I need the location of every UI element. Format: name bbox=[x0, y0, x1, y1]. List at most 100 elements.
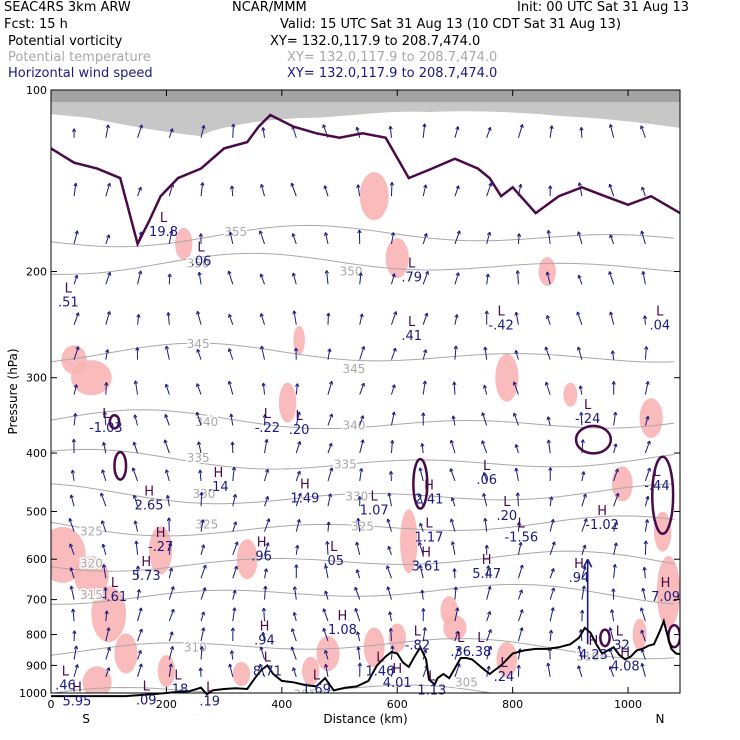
wind-vector-head bbox=[355, 569, 360, 574]
x-tick-label: 200 bbox=[156, 698, 177, 711]
wind-vector bbox=[515, 467, 519, 482]
wind-vector-head bbox=[292, 667, 297, 672]
wind-vector-head bbox=[232, 607, 237, 612]
wind-vector-head bbox=[261, 631, 266, 636]
wind-vector-head bbox=[391, 411, 396, 416]
wind-vector bbox=[327, 348, 331, 360]
wind-vector bbox=[419, 564, 424, 579]
wind-vector bbox=[451, 541, 456, 555]
wind-vector bbox=[198, 272, 202, 285]
wind-vector-head bbox=[546, 416, 551, 421]
theta-contour-line bbox=[51, 224, 675, 248]
wind-vector bbox=[421, 443, 424, 454]
wind-vector-head bbox=[295, 544, 300, 549]
wind-vector bbox=[327, 443, 333, 454]
plot-frame bbox=[50, 89, 681, 694]
wind-vector-head bbox=[169, 631, 174, 636]
wind-vector bbox=[581, 585, 585, 600]
wind-vector bbox=[390, 440, 393, 454]
shading-cell bbox=[639, 398, 663, 439]
wind-vector bbox=[356, 126, 361, 138]
wind-vector bbox=[545, 346, 551, 360]
wind-vector bbox=[644, 346, 647, 360]
wind-vector bbox=[578, 182, 583, 197]
legend-xy-theta: XY= 132.0,117.9 to 208.7,474.0 bbox=[287, 50, 498, 65]
theta-contour-label: 305 bbox=[293, 687, 316, 701]
wind-vector bbox=[105, 124, 109, 138]
wind-vector bbox=[486, 127, 491, 138]
wind-vector-head bbox=[360, 439, 365, 444]
shading-cell bbox=[73, 556, 109, 597]
wind-vector bbox=[167, 312, 170, 325]
wind-vector-head bbox=[488, 182, 493, 187]
wind-vector bbox=[229, 663, 234, 677]
wind-vector bbox=[454, 663, 461, 677]
wind-vector-head bbox=[388, 627, 394, 632]
wind-vector bbox=[486, 611, 491, 622]
wind-vector-head bbox=[202, 564, 207, 569]
wind-vector bbox=[454, 126, 459, 138]
wind-vector-head bbox=[230, 627, 235, 632]
wind-vector bbox=[483, 472, 488, 482]
wind-vector-head bbox=[391, 273, 396, 278]
wind-vector-head bbox=[234, 541, 239, 546]
wind-vector bbox=[419, 522, 424, 532]
wind-vector bbox=[264, 542, 269, 555]
wind-vector-head bbox=[583, 518, 588, 523]
wind-vector-head bbox=[136, 588, 141, 593]
wind-vector bbox=[232, 467, 235, 482]
wind-vector bbox=[102, 543, 107, 555]
wind-vector-head bbox=[166, 312, 171, 316]
wind-vector-head bbox=[326, 312, 331, 317]
wind-vector bbox=[137, 650, 142, 660]
theta-contour-line bbox=[51, 252, 675, 275]
wind-vector bbox=[547, 230, 551, 244]
wind-vector-head bbox=[231, 466, 237, 471]
wind-vector-head bbox=[640, 629, 645, 634]
wind-vector bbox=[72, 608, 75, 622]
wind-vector bbox=[613, 411, 617, 426]
wind-vector bbox=[137, 314, 140, 325]
wind-vector-head bbox=[166, 517, 172, 522]
wind-vector-head bbox=[548, 629, 554, 634]
wind-vector-head bbox=[195, 411, 200, 416]
init-time: Init: 00 UTC Sat 31 Aug 13 bbox=[517, 0, 690, 15]
wind-vector-head bbox=[417, 541, 422, 546]
wind-vector bbox=[612, 350, 615, 360]
wind-vector bbox=[517, 492, 519, 507]
wind-vector-head bbox=[423, 649, 428, 654]
wind-vector bbox=[293, 310, 297, 325]
wind-vector-head bbox=[258, 663, 263, 668]
wind-vector-head bbox=[103, 587, 108, 591]
wind-vector bbox=[422, 184, 427, 197]
wind-vector-head bbox=[423, 233, 428, 237]
wind-vector bbox=[577, 665, 583, 677]
wind-vector-head bbox=[296, 470, 301, 475]
theta-contour-label: 310 bbox=[576, 650, 599, 664]
extremum-value: 1.46 bbox=[365, 664, 394, 679]
wind-vector-head bbox=[227, 380, 232, 385]
wind-vector bbox=[640, 125, 646, 138]
wind-vector bbox=[545, 381, 551, 395]
wind-vector-head bbox=[481, 440, 486, 445]
wind-vector bbox=[609, 183, 615, 197]
wind-vector bbox=[389, 611, 392, 622]
wind-vector bbox=[357, 184, 361, 197]
wind-vector bbox=[260, 345, 266, 360]
wind-vector-head bbox=[261, 127, 266, 131]
wind-vector-head bbox=[138, 628, 143, 633]
wind-vector-head bbox=[576, 346, 581, 351]
theta-contour-label: 350 bbox=[340, 265, 363, 279]
wind-vector-head bbox=[170, 608, 175, 613]
wind-vector bbox=[70, 494, 75, 507]
wind-vector-head bbox=[642, 315, 648, 320]
wind-vector-head bbox=[419, 522, 424, 527]
wind-vector bbox=[168, 183, 174, 197]
wind-vector bbox=[232, 607, 236, 622]
wind-vector bbox=[390, 411, 395, 426]
wind-vector-head bbox=[425, 270, 430, 275]
wind-vector-head bbox=[608, 124, 614, 128]
wind-vector bbox=[137, 663, 143, 677]
wind-vector-head bbox=[101, 469, 106, 474]
